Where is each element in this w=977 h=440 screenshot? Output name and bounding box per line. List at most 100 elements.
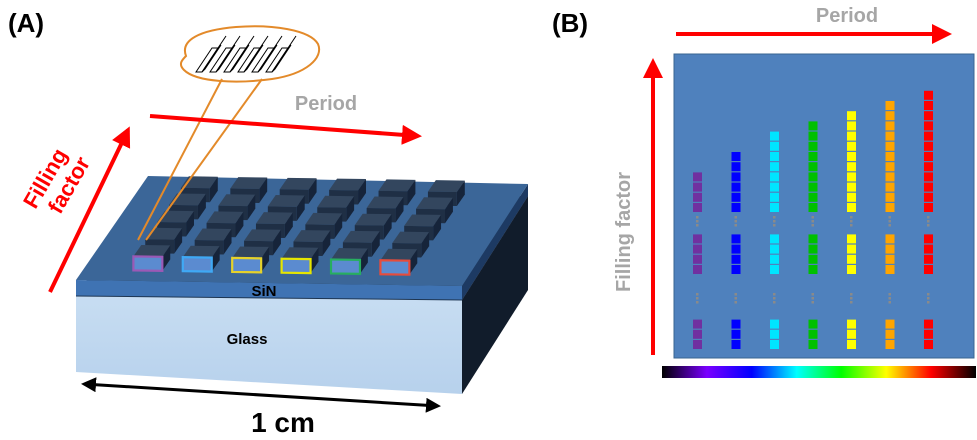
ellipsis-dot — [773, 297, 776, 300]
pixel-square — [885, 152, 895, 161]
pixel-square — [885, 203, 895, 212]
pixel-square — [924, 131, 933, 141]
pixel-square — [808, 234, 818, 244]
pixel-square — [731, 172, 741, 182]
pixel-square — [770, 192, 779, 202]
panel-b: (B) Period Filling factor — [552, 5, 976, 378]
pixel-square — [731, 340, 741, 349]
spectrum-bar — [662, 366, 976, 378]
ellipsis-dot — [696, 297, 699, 300]
pixel-square — [885, 254, 895, 264]
pixel-square — [808, 162, 818, 172]
pixel-square — [693, 192, 702, 202]
pixel-square — [770, 172, 779, 182]
pixel-square — [770, 265, 779, 274]
pixel-columns — [693, 90, 933, 349]
pixel-square — [808, 244, 818, 254]
pixel-column — [924, 90, 933, 349]
ellipsis-dot — [773, 224, 776, 227]
pixel-square — [808, 319, 818, 329]
pixel-square — [731, 244, 741, 254]
ellipsis-dot — [811, 297, 814, 300]
pixel-square — [693, 319, 702, 329]
pixel-square — [808, 329, 818, 339]
pixel-square — [847, 234, 856, 244]
pixel-square — [731, 234, 741, 244]
ellipsis-dot — [734, 220, 737, 223]
pixel-square — [808, 265, 818, 274]
pixel-square — [731, 162, 741, 172]
zoom-bar — [223, 35, 255, 73]
pixel-square — [770, 162, 779, 172]
pixel-square — [847, 319, 856, 329]
pixel-square — [924, 90, 933, 100]
ellipsis-dot — [888, 220, 891, 223]
zoom-bar — [251, 35, 283, 73]
pixel-square — [847, 340, 856, 349]
ellipsis-dot — [696, 220, 699, 223]
ellipsis-dot — [734, 224, 737, 227]
pixel-square — [808, 340, 818, 349]
ellipsis-dot — [734, 301, 737, 304]
ellipsis-dot — [811, 216, 814, 219]
grating-block — [379, 248, 418, 276]
pixel-square — [770, 131, 779, 141]
pixel-square — [885, 121, 895, 131]
pixel-square — [770, 152, 779, 161]
pixel-square — [885, 101, 895, 110]
grating-zoom-icon — [195, 35, 297, 73]
pixel-square — [885, 340, 895, 349]
pixel-square — [693, 244, 702, 254]
pixel-square — [847, 182, 856, 192]
filling-label-b: Filling factor — [613, 172, 635, 292]
ellipsis-dot — [927, 220, 930, 223]
zoom-bar — [237, 35, 269, 73]
ellipsis-dot — [927, 293, 930, 296]
pixel-square — [847, 254, 856, 264]
pixel-square — [885, 319, 895, 329]
pixel-square — [924, 101, 933, 110]
grating-block — [231, 246, 270, 274]
ellipsis-dot — [811, 224, 814, 227]
pixel-square — [924, 234, 933, 244]
pixel-square — [808, 182, 818, 192]
pixel-square — [885, 192, 895, 202]
pixel-column — [808, 121, 818, 349]
grating-block — [132, 244, 171, 272]
pixel-square — [847, 152, 856, 161]
ellipsis-dot — [811, 301, 814, 304]
ellipsis-dot — [850, 220, 853, 223]
pixel-square — [731, 265, 741, 274]
pixel-square — [924, 121, 933, 131]
pixel-square — [885, 172, 895, 182]
pixel-square — [808, 203, 818, 212]
pixel-square — [808, 192, 818, 202]
ellipsis-dot — [773, 216, 776, 219]
grating-block — [280, 247, 319, 275]
pixel-square — [770, 182, 779, 192]
pixel-column — [885, 101, 895, 349]
pixel-square — [847, 162, 856, 172]
pixel-square — [693, 234, 702, 244]
pixel-square — [924, 340, 933, 349]
pixel-square — [808, 131, 818, 141]
pixel-square — [731, 192, 741, 202]
pixel-square — [924, 244, 933, 254]
grating-block — [181, 245, 220, 273]
pixel-square — [693, 340, 702, 349]
ellipsis-dot — [773, 220, 776, 223]
pixel-square — [847, 141, 856, 151]
pixel-square — [847, 172, 856, 182]
pixel-square — [770, 234, 779, 244]
pixel-square — [885, 329, 895, 339]
period-label-b: Period — [816, 5, 878, 27]
panel-b-label: (B) — [552, 8, 588, 38]
pixel-square — [731, 152, 741, 161]
pixel-square — [924, 162, 933, 172]
glass-label: Glass — [227, 331, 268, 348]
pixel-square — [808, 172, 818, 182]
ellipsis-dot — [850, 216, 853, 219]
pixel-square — [847, 131, 856, 141]
period-arrow-a — [149, 114, 422, 145]
